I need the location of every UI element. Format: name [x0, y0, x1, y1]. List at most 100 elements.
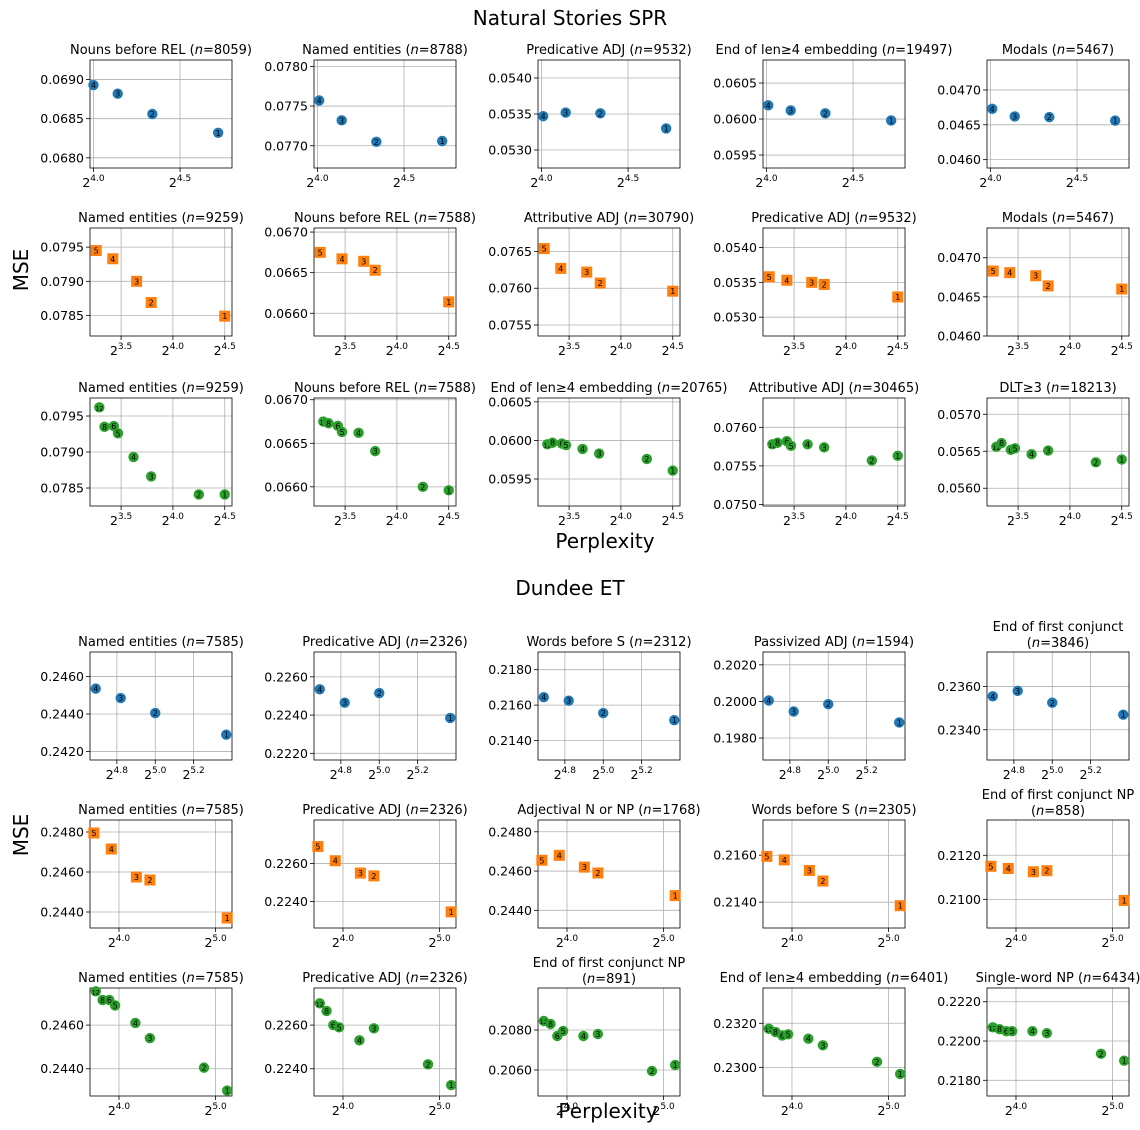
point-label: 4	[333, 857, 338, 866]
y-tick-label: 0.0670	[264, 392, 308, 407]
data-point: 4	[354, 1035, 365, 1046]
point-label: 3	[1031, 868, 1036, 877]
data-point: 1	[445, 712, 456, 724]
y-tick-label: 0.0535	[713, 275, 757, 290]
point-marker	[669, 1059, 681, 1071]
data-point: 2	[145, 297, 157, 309]
point-label: 8	[773, 1028, 778, 1037]
y-tick-label: 0.2460	[488, 864, 532, 879]
point-marker	[1109, 115, 1121, 126]
data-point: 1	[1109, 115, 1121, 126]
data-point: 2	[598, 707, 609, 719]
panel-30: 0.2180 0.2200 0.2220 24.0 25.0 Single-word NP…	[937, 971, 1140, 1118]
x-tick-label: 24.0	[162, 342, 185, 358]
data-point: 2	[1041, 865, 1053, 877]
data-point: 5	[109, 1000, 121, 1011]
y-tick-label: 0.0465	[937, 289, 981, 304]
panel-title: Modals (n=5467)	[1002, 211, 1114, 226]
panel-20: 0.2340 0.2360 24.8 25.0 25.2 End of first con…	[937, 620, 1130, 782]
data-point: 4	[763, 695, 774, 706]
x-tick-label: 25.0	[1101, 934, 1124, 950]
x-tick-label: 25.2	[630, 766, 652, 782]
point-label: 2	[822, 280, 827, 289]
point-label: 1	[440, 137, 445, 146]
y-tick-label: 0.0795	[40, 240, 84, 255]
data-point: 12	[94, 402, 105, 413]
point-label: 8	[324, 1007, 329, 1016]
point-label: 1	[225, 1087, 230, 1096]
data-point: 4	[107, 253, 119, 265]
point-marker	[646, 1065, 658, 1077]
point-marker	[553, 849, 565, 861]
x-tick-label: 24.8	[779, 766, 802, 782]
data-point: 1	[443, 485, 454, 496]
point-marker	[761, 850, 773, 862]
plot-frame	[986, 651, 1130, 761]
data-point: 3	[339, 697, 350, 708]
point-label: 5	[337, 1023, 342, 1032]
y-tick-label: 0.0460	[937, 329, 981, 344]
point-marker	[1041, 1027, 1053, 1039]
point-marker	[817, 875, 829, 887]
point-label: 3	[339, 116, 344, 125]
y-tick-label: 0.2440	[40, 905, 84, 920]
data-point: 8	[547, 437, 558, 448]
data-point: 4	[553, 849, 565, 861]
point-label: 3	[358, 869, 363, 878]
plot-frame	[986, 987, 1130, 1097]
data-point: 1	[436, 135, 448, 147]
point-marker	[88, 827, 100, 839]
x-axis-label-bottom: Perplexity	[558, 1099, 657, 1123]
point-label: 4	[1007, 269, 1012, 278]
data-point: 1	[1118, 894, 1130, 906]
point-label: 1	[1122, 896, 1127, 905]
x-tick-label: 25.0	[592, 766, 615, 782]
x-tick-label: 24.0	[1059, 342, 1082, 358]
data-point: 3	[581, 266, 593, 278]
point-marker	[314, 684, 325, 695]
point-marker	[538, 691, 549, 703]
panel-title: End of len≥4 embedding (n=20765)	[491, 381, 728, 396]
point-label: 1	[670, 467, 675, 476]
data-point: 3	[1041, 1027, 1053, 1039]
point-label: 5	[1012, 444, 1017, 453]
point-marker	[198, 1062, 210, 1073]
point-marker	[368, 870, 380, 882]
point-label: 4	[339, 255, 344, 264]
point-label: 5	[767, 273, 772, 282]
point-label: 5	[563, 441, 568, 450]
plot-frame	[313, 227, 457, 337]
point-marker	[987, 691, 998, 702]
y-tick-label: 0.2160	[488, 698, 532, 713]
panel-16: 0.2420 0.2440 0.2460 24.8 25.0 25.2 Named enti…	[40, 635, 244, 782]
point-marker	[1118, 1055, 1130, 1066]
point-label: 3	[582, 863, 587, 872]
panel-22: 0.2240 0.2260 24.0 25.0 Predicative ADJ (n=2…	[264, 803, 467, 950]
data-point: 3	[1030, 270, 1042, 282]
point-marker	[563, 695, 574, 706]
x-tick-label: 24.0	[610, 512, 633, 528]
y-tick-label: 0.0685	[40, 111, 84, 126]
plot-frame	[313, 651, 457, 761]
data-point: 5	[557, 1025, 569, 1037]
point-marker	[577, 443, 588, 455]
data-point: 2	[144, 874, 156, 886]
data-point: 8	[99, 421, 110, 432]
x-tick-label: 25.0	[817, 766, 840, 782]
data-point: 1	[219, 489, 230, 500]
point-marker	[803, 1033, 814, 1044]
data-point: 4	[1002, 862, 1014, 874]
x-tick-label: 23.5	[783, 512, 805, 528]
x-tick-label: 24.5	[214, 342, 236, 358]
y-tick-label: 0.2320	[713, 1016, 757, 1031]
point-label: 3	[595, 1030, 600, 1039]
plot-frame	[537, 227, 681, 337]
y-tick-label: 0.0530	[488, 143, 532, 158]
x-tick-label: 23.5	[558, 342, 580, 358]
plot-frame	[762, 819, 906, 929]
point-label: 12	[765, 1026, 773, 1034]
x-tick-label: 25.0	[652, 1102, 675, 1118]
x-tick-label: 23.5	[558, 512, 580, 528]
point-label: 4	[110, 255, 115, 264]
point-marker	[145, 297, 157, 309]
